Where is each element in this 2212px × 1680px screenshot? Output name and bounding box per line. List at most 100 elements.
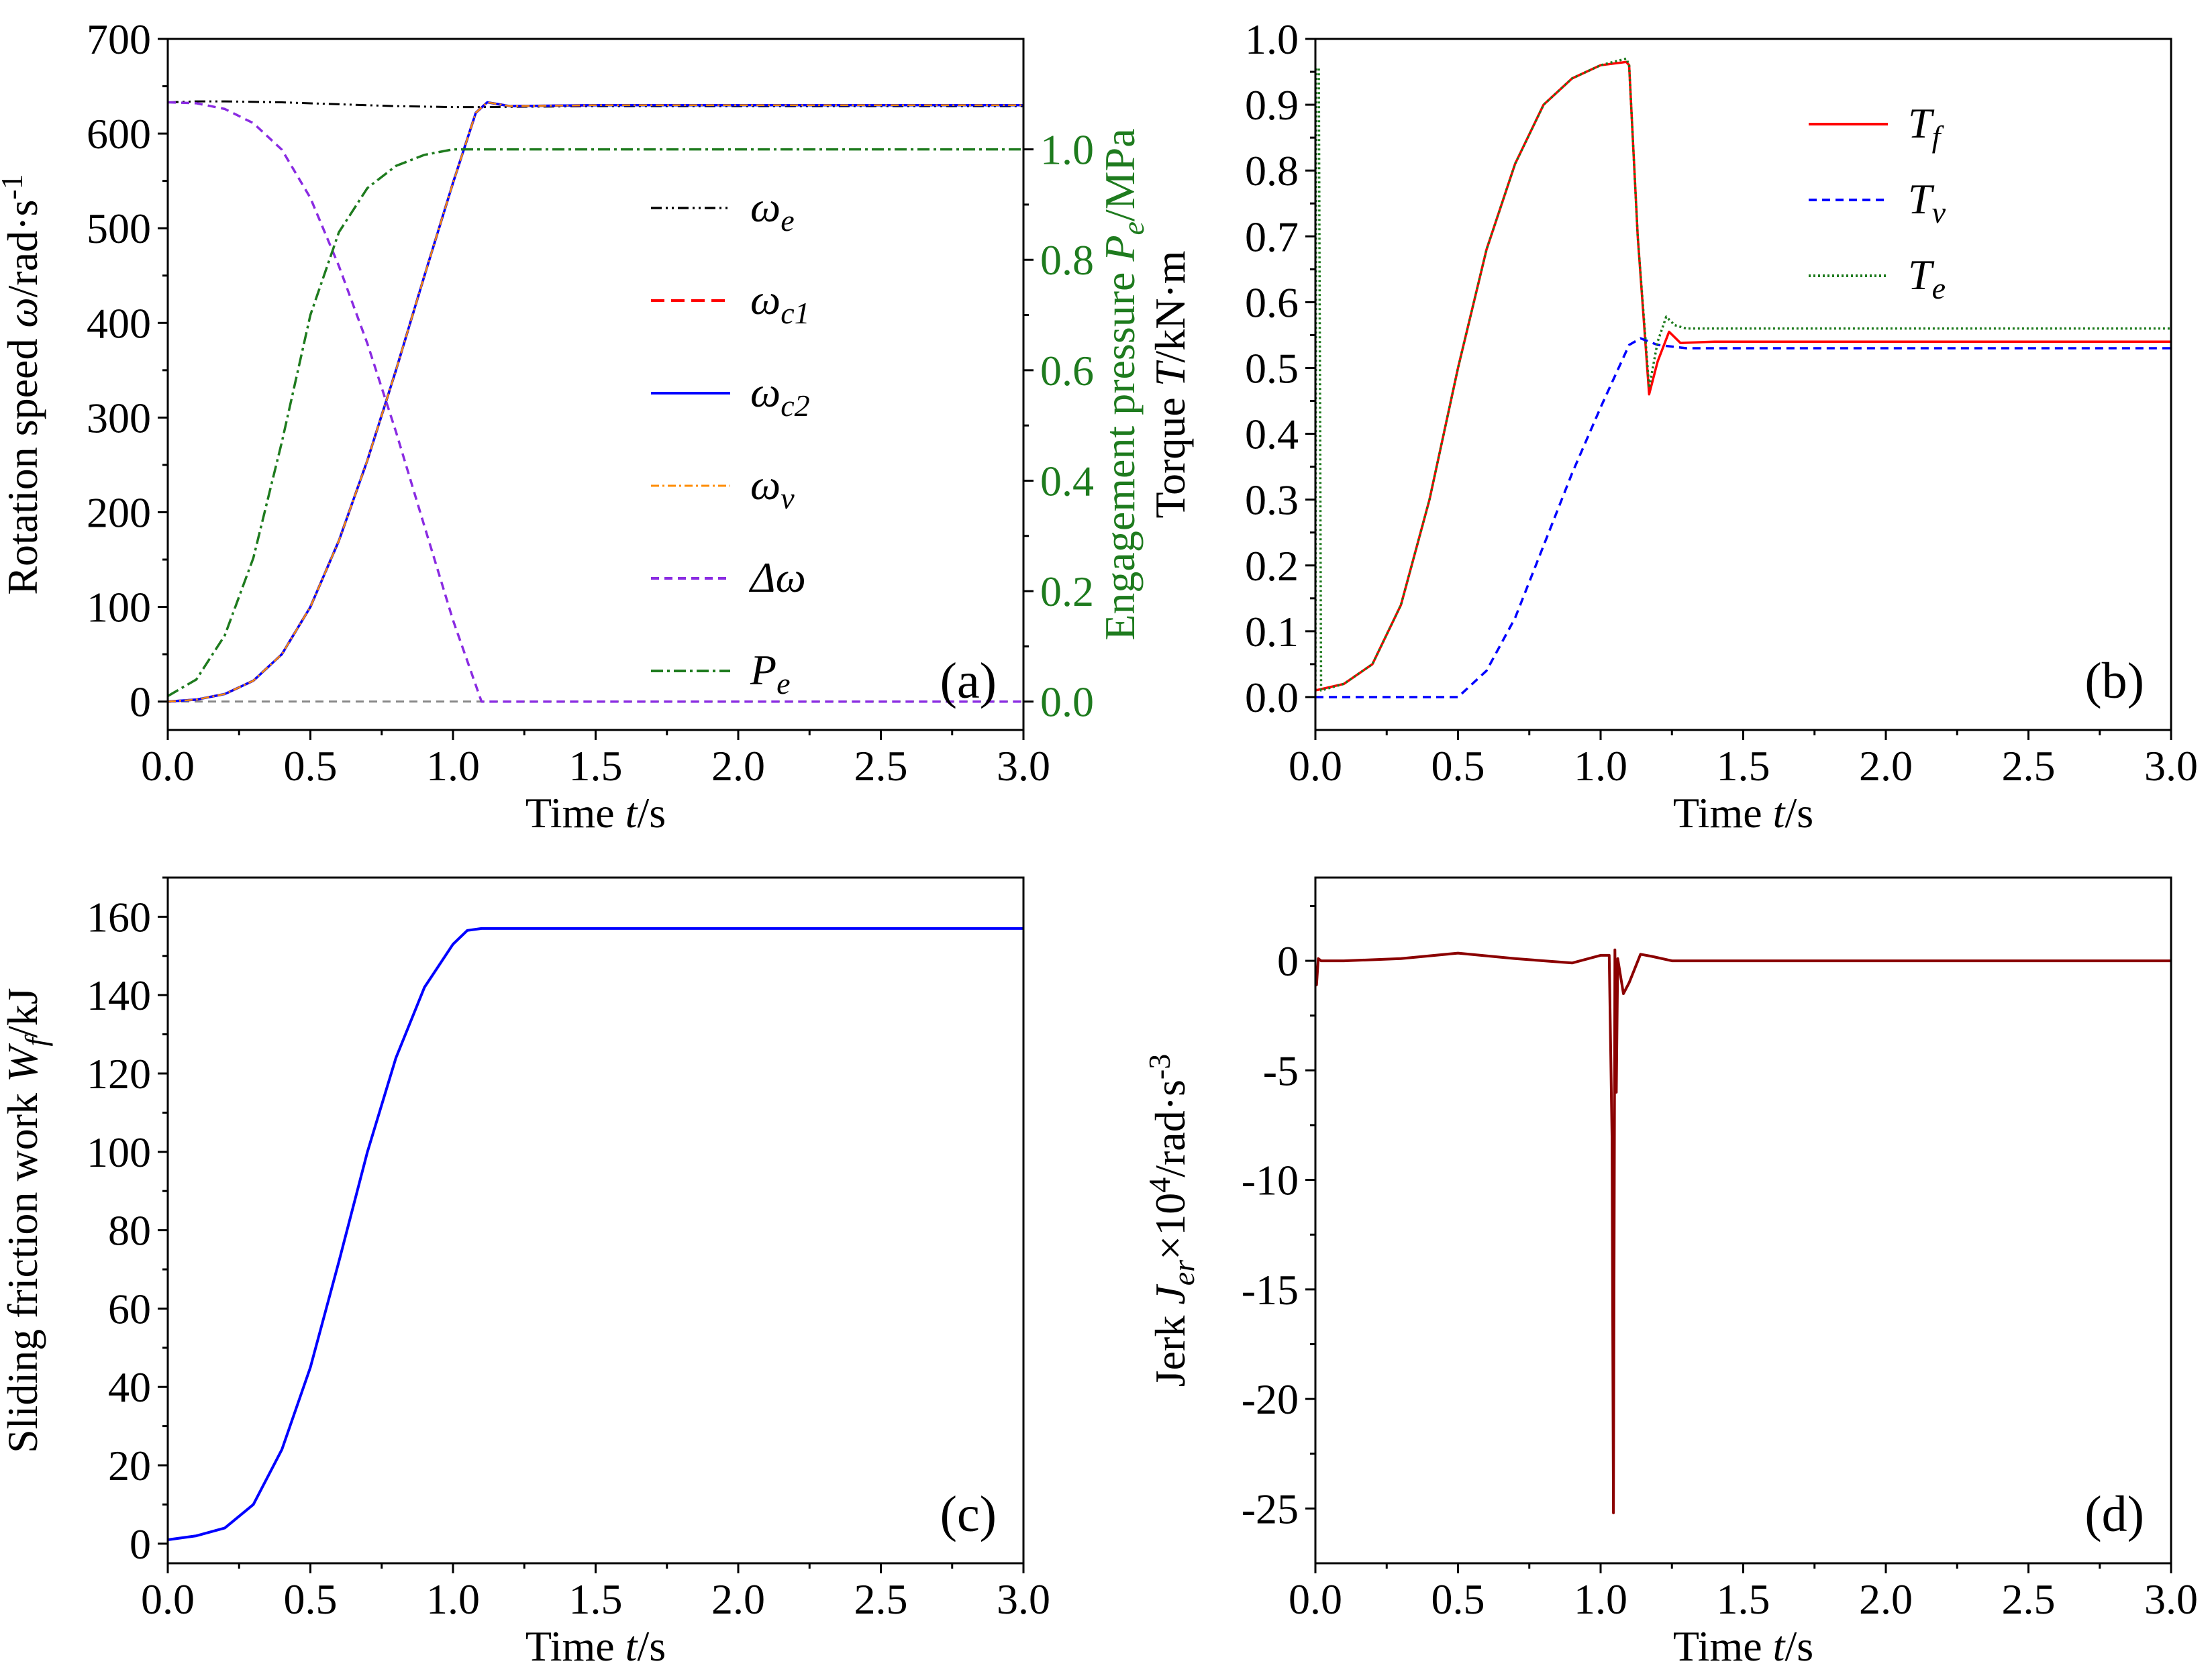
y-tick-label: -15 bbox=[1242, 1266, 1299, 1314]
y-tick-label: 140 bbox=[87, 972, 151, 1019]
x-tick-label: 0.5 bbox=[1431, 742, 1485, 790]
y-tick-label: 0.3 bbox=[1245, 476, 1299, 524]
series-line-J_er bbox=[1315, 948, 2171, 1514]
x-tick-label: 2.5 bbox=[2002, 742, 2056, 790]
legend-label-ω_e: ωe bbox=[750, 183, 795, 238]
x-tick-label: 2.5 bbox=[2002, 1575, 2056, 1623]
panel-label-d: (d) bbox=[2084, 1486, 2144, 1542]
panel-label-b: (b) bbox=[2084, 653, 2144, 709]
x-tick-label: 2.0 bbox=[1859, 1575, 1913, 1623]
legend-label-ω_c2: ωc2 bbox=[750, 368, 810, 423]
y-tick-label: 160 bbox=[87, 893, 151, 941]
panel-c: 0.0 0.5 1.0 1.5 2.0 2.5 3.0 0 20 40 60 80 100 120 140 1… bbox=[0, 876, 1050, 1670]
x-tick-label: 1.5 bbox=[569, 742, 623, 790]
x-tick-label: 1.5 bbox=[1717, 1575, 1770, 1623]
plot-frame bbox=[1314, 876, 2172, 1565]
y-tick-label: 0.2 bbox=[1245, 542, 1299, 590]
x-tick-label: 0.0 bbox=[1289, 1575, 1342, 1623]
legend-label-ω_c1: ωc1 bbox=[750, 276, 810, 330]
legend-label-P_e: Pe bbox=[750, 646, 791, 700]
series-line-ω_c1 bbox=[168, 101, 1023, 703]
x-tick-label: 0.0 bbox=[141, 1575, 195, 1623]
x-tick-label: 0.5 bbox=[284, 742, 338, 790]
x-tick-label: 3.0 bbox=[2144, 742, 2198, 790]
y-tick-label: 600 bbox=[87, 110, 151, 158]
series-line-T_v bbox=[1315, 337, 2171, 698]
y-axis-label: Rotation speed ω/rad·s-1 bbox=[0, 174, 46, 594]
y2-axis-label: Engagement pressure Pe/MPa bbox=[1096, 128, 1150, 640]
y-tick-label: -25 bbox=[1242, 1485, 1299, 1532]
y2-tick-label: 0.6 bbox=[1040, 347, 1094, 395]
x-tick-label: 1.0 bbox=[426, 742, 480, 790]
x-tick-label: 2.0 bbox=[711, 1575, 765, 1623]
y-tick-label: -5 bbox=[1263, 1047, 1299, 1094]
y-tick-label: 400 bbox=[87, 299, 151, 347]
y-tick-label: 300 bbox=[87, 394, 151, 441]
panel-label-a: (a) bbox=[940, 653, 997, 709]
plot-frame bbox=[166, 876, 1025, 1565]
panel-a: 0.0 0.5 1.0 1.5 2.0 2.5 3.0 0 100 200 300 400 500 600… bbox=[0, 15, 1150, 837]
x-axis-label: Time t/s bbox=[525, 789, 666, 837]
y-tick-label: 0 bbox=[130, 678, 151, 726]
x-tick-label: 1.0 bbox=[1574, 1575, 1627, 1623]
series-line-ω_v bbox=[168, 101, 1023, 702]
x-tick-label: 0.0 bbox=[1289, 742, 1342, 790]
y-tick-label: -10 bbox=[1242, 1157, 1299, 1204]
y-tick-label: 80 bbox=[108, 1207, 151, 1255]
y-tick-label: 0.5 bbox=[1245, 344, 1299, 392]
x-tick-label: 1.5 bbox=[1717, 742, 1770, 790]
y-tick-label: 0.4 bbox=[1245, 411, 1299, 458]
panel-b: 0.0 0.5 1.0 1.5 2.0 2.5 3.0 0.0 0.1 0.2 0.3 0.4 0.5 0… bbox=[1146, 15, 2198, 837]
x-tick-label: 2.5 bbox=[854, 1575, 908, 1623]
x-axis-label: Time t/s bbox=[1673, 1622, 1813, 1670]
series-line-T_e bbox=[1315, 57, 2171, 692]
y-tick-label: 0 bbox=[1277, 937, 1299, 985]
x-tick-label: 1.0 bbox=[1574, 742, 1627, 790]
y-tick-label: 0.8 bbox=[1245, 147, 1299, 195]
series-line-T_f bbox=[1315, 60, 2171, 692]
x-tick-label: 0.5 bbox=[1431, 1575, 1485, 1623]
y2-tick-label: 0.8 bbox=[1040, 236, 1094, 284]
y-tick-label: 60 bbox=[108, 1285, 151, 1332]
y-tick-label: 0.7 bbox=[1245, 213, 1299, 260]
plot-frame bbox=[166, 38, 1025, 731]
series-line-ω_c2 bbox=[168, 101, 1023, 703]
panel-label-c: (c) bbox=[940, 1486, 997, 1542]
y2-tick-label: 0.2 bbox=[1040, 568, 1094, 615]
x-tick-label: 3.0 bbox=[997, 742, 1050, 790]
y-tick-label: 0.0 bbox=[1245, 674, 1299, 721]
series-line-P_e bbox=[168, 148, 1023, 698]
legend-label-T_v: Tv bbox=[1908, 175, 1946, 229]
series-line-W_f bbox=[168, 927, 1023, 1541]
legend-label-T_e: Te bbox=[1908, 251, 1946, 305]
y-tick-label: 0 bbox=[130, 1520, 151, 1568]
x-tick-label: 2.0 bbox=[1859, 742, 1913, 790]
y-tick-label: 0.9 bbox=[1245, 81, 1299, 129]
y-tick-label: 500 bbox=[87, 205, 151, 252]
y2-tick-label: 0.0 bbox=[1040, 678, 1094, 726]
y-tick-label: 120 bbox=[87, 1050, 151, 1098]
x-tick-label: 2.0 bbox=[711, 742, 765, 790]
legend-label-Δω: Δω bbox=[748, 554, 806, 601]
x-tick-label: 0.0 bbox=[141, 742, 195, 790]
y-tick-label: 0.6 bbox=[1245, 278, 1299, 326]
x-tick-label: 2.5 bbox=[854, 742, 908, 790]
x-axis-label: Time t/s bbox=[525, 1622, 666, 1670]
y-tick-label: 200 bbox=[87, 488, 151, 536]
y-axis-label: Sliding friction work Wf/kJ bbox=[0, 988, 53, 1453]
x-tick-label: 1.0 bbox=[426, 1575, 480, 1623]
y-tick-label: 100 bbox=[87, 1128, 151, 1176]
x-tick-label: 1.5 bbox=[569, 1575, 623, 1623]
y-axis-label: Torque T/kN·m bbox=[1146, 250, 1194, 518]
y-tick-label: 100 bbox=[87, 584, 151, 631]
y2-tick-label: 0.4 bbox=[1040, 457, 1094, 505]
series-line-Δω bbox=[168, 101, 1023, 703]
panel-d: 0.0 0.5 1.0 1.5 2.0 2.5 3.0 0 -5 -10 -15 -20 -25 Time… bbox=[1142, 876, 2198, 1670]
y-tick-label: 0.1 bbox=[1245, 608, 1299, 655]
y-tick-label: -20 bbox=[1242, 1375, 1299, 1423]
y-tick-label: 20 bbox=[108, 1442, 151, 1489]
x-tick-label: 3.0 bbox=[997, 1575, 1050, 1623]
plot-frame bbox=[1314, 38, 2172, 731]
x-tick-label: 3.0 bbox=[2144, 1575, 2198, 1623]
